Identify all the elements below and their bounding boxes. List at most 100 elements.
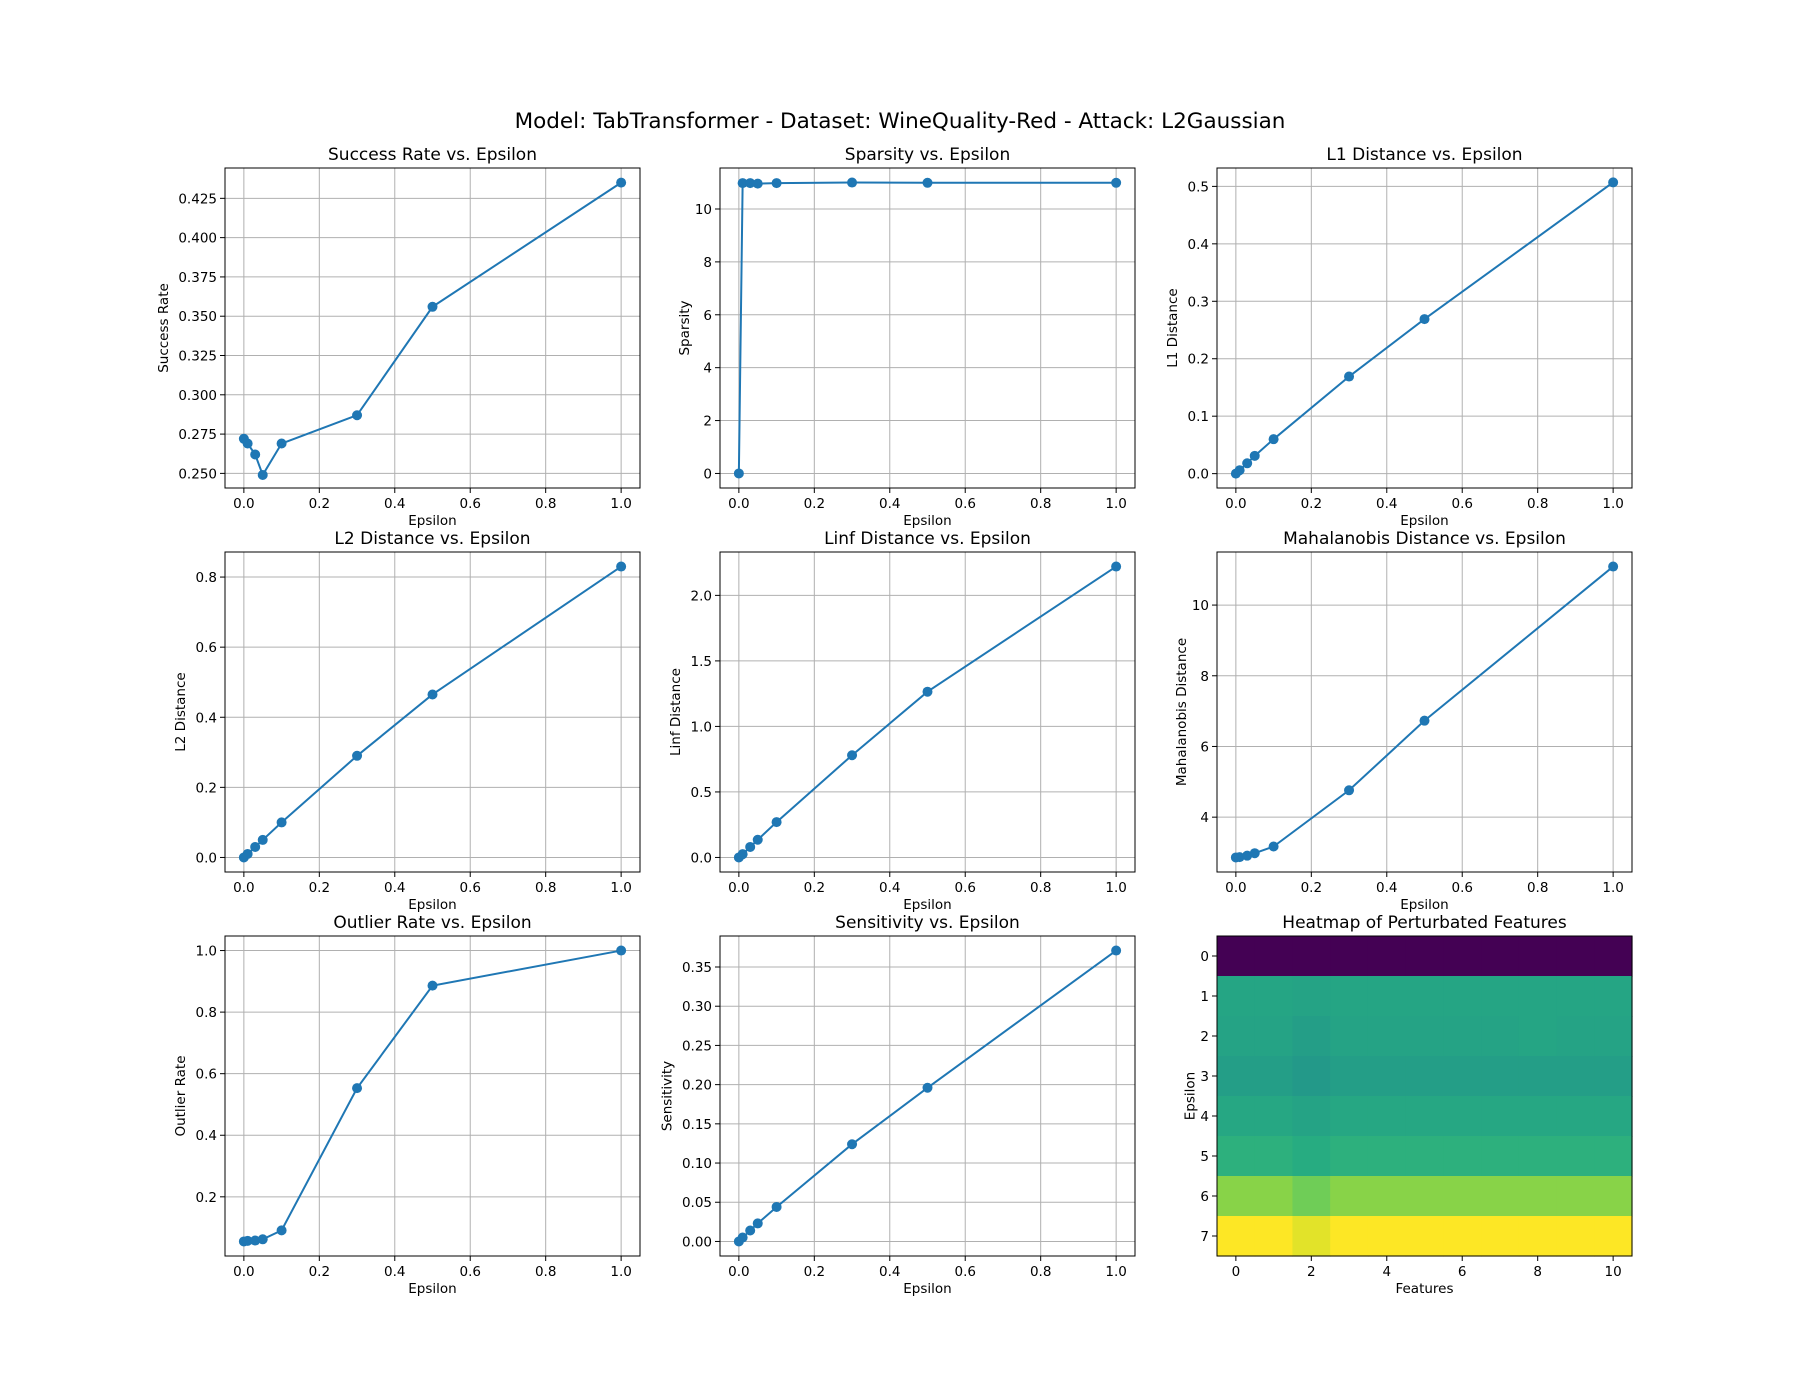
x-tick-label: 0.0 [233,1264,254,1280]
x-tick-label: 0.2 [309,880,330,896]
heatmap-cell [1217,1176,1256,1217]
y-tick-label: 3 [1200,1069,1209,1085]
data-point [1234,852,1245,863]
subplot-title: Success Rate vs. Epsilon [328,145,537,165]
y-tick-label: 0.5 [1188,179,1209,195]
data-point [733,468,744,479]
data-point [242,438,253,449]
data-point [250,449,261,460]
heatmap-cell [1443,1216,1482,1257]
heatmap-cell [1217,1216,1256,1257]
data-point [847,177,858,188]
y-tick-label: 10 [695,202,712,218]
x-tick-label: 1.0 [1105,880,1126,896]
y-tick-label: 0.0 [691,850,712,866]
y-tick-label: 0.05 [682,1195,712,1211]
heatmap-cell [1367,1016,1407,1057]
data-point [250,841,261,852]
x-tick-label: 0.4 [1376,880,1397,896]
x-tick-label: 0.2 [1301,880,1322,896]
x-tick-label: 0.4 [384,496,405,512]
heatmap-cell [1518,1176,1558,1217]
axes-frame [224,167,641,489]
x-tick-label: 0.6 [1451,496,1472,512]
y-axis-label: Outlier Rate [173,1055,189,1136]
data-point [257,469,268,480]
heatmap-cell [1217,976,1256,1017]
data-point [427,980,438,991]
x-tick-label: 0.6 [459,880,480,896]
heatmap-cell [1292,1096,1331,1137]
y-tick-label: 0.0 [1188,467,1209,483]
data-point [1249,848,1260,859]
x-axis-label: Epsilon [408,513,456,529]
heatmap-cell [1254,936,1294,977]
y-axis-label: L1 Distance [1165,288,1181,367]
heatmap-cell [1330,1016,1369,1057]
axes-frame [719,167,1136,489]
heatmap-cell [1481,1136,1520,1177]
y-axis-label: Sparsity [677,300,693,355]
heatmap-cell [1217,1136,1256,1177]
data-point [1268,434,1279,445]
y-tick-label: 6 [1200,739,1209,755]
data-point [771,817,782,828]
data-point [745,841,756,852]
y-tick-label: 0.400 [178,231,217,247]
heatmap-cell [1367,976,1407,1017]
heatmap-cell [1443,976,1482,1017]
x-tick-label: 0.4 [384,1264,405,1280]
subplot-title: L1 Distance vs. Epsilon [1326,145,1522,165]
heatmap-cell [1254,976,1294,1017]
heatmap-cell [1518,1136,1558,1177]
heatmap-cell [1330,1096,1369,1137]
figure-suptitle: Model: TabTransformer - Dataset: WineQua… [515,109,1286,134]
data-point [1111,561,1122,572]
x-tick-label: 0.2 [309,496,330,512]
data-point [427,689,438,700]
y-tick-label: 0.375 [178,270,217,286]
x-tick-label: 0.8 [535,1264,556,1280]
data-point [745,178,756,189]
y-axis-label: Success Rate [156,283,172,373]
x-tick-label: 0.6 [459,1264,480,1280]
x-axis-label: Epsilon [903,513,951,529]
y-tick-label: 10 [1192,598,1209,614]
y-tick-label: 0.8 [196,1005,217,1021]
heatmap-cell [1556,1136,1595,1177]
heatmap-cell [1556,1216,1595,1257]
y-tick-label: 0.25 [682,1038,712,1054]
heatmap-cell [1254,1216,1294,1257]
x-tick-label: 0.6 [459,496,480,512]
heatmap-cell [1556,936,1595,977]
x-tick-label: 1.0 [1105,1264,1126,1280]
x-tick-label: 0.6 [954,496,975,512]
y-tick-label: 0.3 [1188,294,1209,310]
heatmap-cell [1292,976,1331,1017]
x-tick-label: 0.2 [1301,496,1322,512]
heatmap-cell [1292,936,1331,977]
axes-frame [1216,551,1633,873]
x-tick-label: 0.8 [1030,496,1051,512]
y-tick-label: 7 [1200,1229,1209,1245]
subplot-title: L2 Distance vs. Epsilon [334,529,530,549]
y-tick-label: 1 [1200,989,1209,1005]
subplot-4: L2 Distance vs. Epsilon 0.0 0.2 0.4 0.6 0.8 1.… [173,529,641,913]
x-tick-label: 0.2 [804,880,825,896]
heatmap-cell [1367,936,1407,977]
heatmap-cell [1330,976,1369,1017]
data-point [737,1232,748,1243]
y-tick-label: 0.5 [691,785,712,801]
y-tick-label: 0.250 [178,466,217,482]
x-tick-label: 0.2 [804,1264,825,1280]
heatmap-cell [1367,1056,1407,1097]
heatmap-cell [1330,936,1369,977]
x-tick-label: 0.8 [1030,1264,1051,1280]
x-tick-label: 2 [1307,1264,1316,1280]
data-point [352,1083,363,1094]
heatmap-cell [1292,1016,1331,1057]
heatmap-cell [1292,1176,1331,1217]
y-tick-label: 0.350 [178,309,217,325]
heatmap-cell [1367,1216,1407,1257]
subplot-9: Heatmap of Perturbated Features 0 2 4 6 8 10 0 1… [1182,913,1633,1297]
